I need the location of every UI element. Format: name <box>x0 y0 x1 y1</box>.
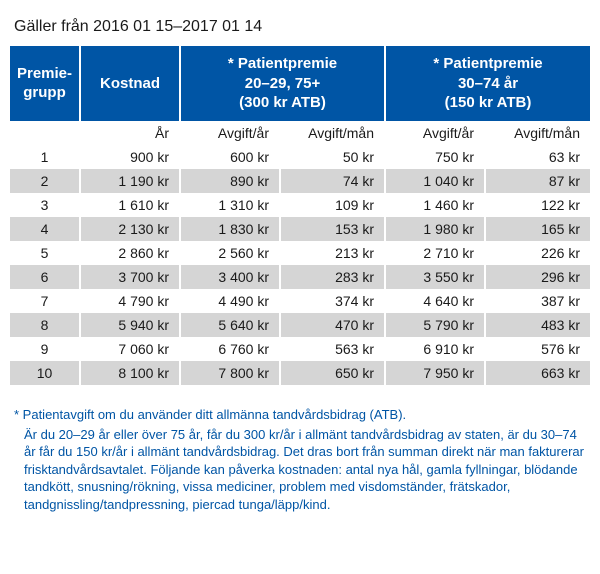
table-cell: 226 kr <box>485 241 590 265</box>
table-cell: 1 460 kr <box>385 193 485 217</box>
table-row: 52 860 kr2 560 kr213 kr2 710 kr226 kr <box>10 241 590 265</box>
subhead-avgift-ar-2: Avgift/år <box>385 121 485 145</box>
subhead-avgift-man-2: Avgift/mån <box>485 121 590 145</box>
table-cell: 5 640 kr <box>180 313 280 337</box>
table-cell: 10 <box>10 361 80 385</box>
table-cell: 3 700 kr <box>80 265 180 289</box>
table-cell: 8 <box>10 313 80 337</box>
table-cell: 87 kr <box>485 169 590 193</box>
table-cell: 4 490 kr <box>180 289 280 313</box>
subhead-avgift-ar-1: Avgift/år <box>180 121 280 145</box>
table-row: 21 190 kr890 kr74 kr1 040 kr87 kr <box>10 169 590 193</box>
table-cell: 1 <box>10 145 80 169</box>
table-cell: 9 <box>10 337 80 361</box>
table-cell: 1 980 kr <box>385 217 485 241</box>
table-cell: 5 940 kr <box>80 313 180 337</box>
table-cell: 4 <box>10 217 80 241</box>
table-row: 63 700 kr3 400 kr283 kr3 550 kr296 kr <box>10 265 590 289</box>
table-cell: 6 910 kr <box>385 337 485 361</box>
table-cell: 576 kr <box>485 337 590 361</box>
table-cell: 2 <box>10 169 80 193</box>
col-kostnad: Kostnad <box>80 46 180 121</box>
table-row: 85 940 kr5 640 kr470 kr5 790 kr483 kr <box>10 313 590 337</box>
table-cell: 750 kr <box>385 145 485 169</box>
table-cell: 470 kr <box>280 313 385 337</box>
pricing-table: Premie- grupp Kostnad * Patientpremie 20… <box>10 46 590 385</box>
table-cell: 1 610 kr <box>80 193 180 217</box>
table-cell: 213 kr <box>280 241 385 265</box>
table-cell: 63 kr <box>485 145 590 169</box>
table-cell: 4 640 kr <box>385 289 485 313</box>
table-cell: 1 830 kr <box>180 217 280 241</box>
table-cell: 1 190 kr <box>80 169 180 193</box>
table-cell: 3 550 kr <box>385 265 485 289</box>
table-cell: 2 130 kr <box>80 217 180 241</box>
table-subheader-row: År Avgift/år Avgift/mån Avgift/år Avgift… <box>10 121 590 145</box>
table-row: 31 610 kr1 310 kr109 kr1 460 kr122 kr <box>10 193 590 217</box>
table-cell: 7 060 kr <box>80 337 180 361</box>
table-cell: 483 kr <box>485 313 590 337</box>
table-cell: 663 kr <box>485 361 590 385</box>
footnote-body: Är du 20–29 år eller över 75 år, får du … <box>24 426 586 514</box>
table-cell: 890 kr <box>180 169 280 193</box>
table-cell: 374 kr <box>280 289 385 313</box>
table-cell: 4 790 kr <box>80 289 180 313</box>
subhead-ar: År <box>80 121 180 145</box>
table-cell: 122 kr <box>485 193 590 217</box>
table-cell: 3 <box>10 193 80 217</box>
table-row: 74 790 kr4 490 kr374 kr4 640 kr387 kr <box>10 289 590 313</box>
table-cell: 1 040 kr <box>385 169 485 193</box>
table-cell: 6 760 kr <box>180 337 280 361</box>
subhead-empty <box>10 121 80 145</box>
table-row: 108 100 kr7 800 kr650 kr7 950 kr663 kr <box>10 361 590 385</box>
table-header-row: Premie- grupp Kostnad * Patientpremie 20… <box>10 46 590 121</box>
subhead-avgift-man-1: Avgift/mån <box>280 121 385 145</box>
col-patientpremie1: * Patientpremie 20–29, 75+ (300 kr ATB) <box>180 46 385 121</box>
col-premiegrupp: Premie- grupp <box>10 46 80 121</box>
footnote-title: * Patientavgift om du använder ditt allm… <box>14 407 586 422</box>
table-cell: 283 kr <box>280 265 385 289</box>
table-cell: 387 kr <box>485 289 590 313</box>
table-cell: 2 710 kr <box>385 241 485 265</box>
table-cell: 1 310 kr <box>180 193 280 217</box>
table-cell: 8 100 kr <box>80 361 180 385</box>
table-cell: 296 kr <box>485 265 590 289</box>
table-cell: 109 kr <box>280 193 385 217</box>
table-row: 97 060 kr6 760 kr563 kr6 910 kr576 kr <box>10 337 590 361</box>
col-patientpremie2: * Patientpremie 30–74 år (150 kr ATB) <box>385 46 590 121</box>
table-cell: 50 kr <box>280 145 385 169</box>
table-cell: 7 950 kr <box>385 361 485 385</box>
table-cell: 3 400 kr <box>180 265 280 289</box>
table-cell: 5 790 kr <box>385 313 485 337</box>
table-cell: 153 kr <box>280 217 385 241</box>
page-title: Gäller från 2016 01 15–2017 01 14 <box>14 18 590 36</box>
table-cell: 7 800 kr <box>180 361 280 385</box>
table-row: 42 130 kr1 830 kr153 kr1 980 kr165 kr <box>10 217 590 241</box>
table-cell: 650 kr <box>280 361 385 385</box>
table-cell: 563 kr <box>280 337 385 361</box>
table-cell: 74 kr <box>280 169 385 193</box>
table-cell: 165 kr <box>485 217 590 241</box>
table-cell: 2 860 kr <box>80 241 180 265</box>
table-cell: 6 <box>10 265 80 289</box>
table-cell: 600 kr <box>180 145 280 169</box>
table-cell: 900 kr <box>80 145 180 169</box>
table-cell: 7 <box>10 289 80 313</box>
table-cell: 2 560 kr <box>180 241 280 265</box>
table-row: 1900 kr600 kr50 kr750 kr63 kr <box>10 145 590 169</box>
table-cell: 5 <box>10 241 80 265</box>
